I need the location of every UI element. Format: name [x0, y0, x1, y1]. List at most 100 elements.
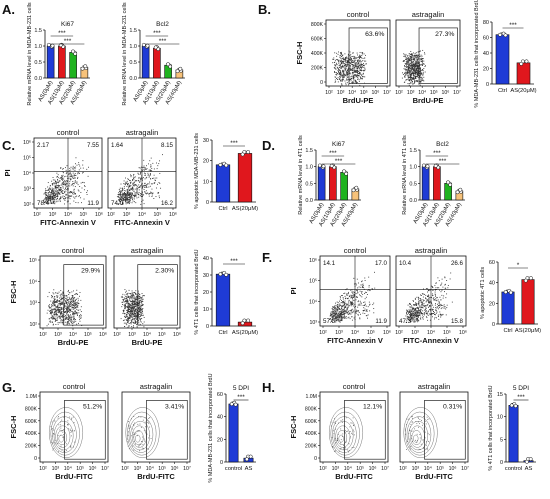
event-dot	[415, 57, 416, 58]
y-axis-label: Relative mRNA level in 4T1 cells	[402, 135, 408, 215]
event-dot	[423, 316, 424, 317]
event-dot	[143, 167, 144, 168]
event-dot	[351, 76, 352, 77]
event-dot	[61, 311, 62, 312]
event-dot	[129, 304, 130, 305]
event-dot	[410, 59, 411, 60]
event-dot	[59, 300, 60, 301]
event-dot	[335, 81, 336, 82]
event-dot	[134, 191, 135, 192]
event-dot	[369, 287, 370, 288]
event-dot	[411, 75, 412, 76]
event-dot	[410, 76, 411, 77]
event-dot	[77, 306, 78, 307]
x-tick-label: 10²	[113, 332, 121, 338]
event-dot	[129, 307, 130, 308]
event-dot	[73, 309, 74, 310]
event-dot	[67, 297, 68, 298]
y-tick-label: 20	[489, 301, 495, 307]
event-dot	[66, 303, 67, 304]
event-dot	[342, 70, 343, 71]
event-dot	[341, 320, 342, 321]
event-dot	[411, 305, 412, 306]
event-dot	[419, 303, 420, 304]
event-dot	[132, 297, 133, 298]
event-dot	[355, 63, 356, 64]
event-dot	[146, 169, 147, 170]
event-dot	[356, 62, 357, 63]
event-dot	[66, 172, 67, 173]
event-dot	[75, 302, 76, 303]
event-dot	[342, 305, 343, 306]
event-dot	[78, 202, 79, 203]
bar	[341, 172, 348, 200]
event-dot	[141, 298, 142, 299]
event-dot	[419, 315, 420, 316]
event-dot	[404, 76, 405, 77]
event-dot	[126, 316, 127, 317]
event-dot	[152, 193, 153, 194]
event-dot	[423, 297, 424, 298]
event-dot	[346, 309, 347, 310]
event-dot	[355, 62, 356, 63]
event-dot	[52, 315, 53, 316]
event-dot	[344, 59, 345, 60]
event-dot	[415, 68, 416, 69]
event-dot	[421, 305, 422, 306]
event-dot	[72, 311, 73, 312]
event-dot	[412, 308, 413, 309]
event-dot	[337, 306, 338, 307]
event-dot	[440, 306, 441, 307]
event-dot	[361, 303, 362, 304]
x-tick-label: 10⁶	[169, 212, 177, 218]
event-dot	[142, 187, 143, 188]
event-dot	[433, 297, 434, 298]
event-dot	[361, 293, 362, 294]
event-dot	[402, 72, 403, 73]
event-dot	[152, 163, 153, 164]
event-dot	[66, 318, 67, 319]
event-dot	[140, 178, 141, 179]
event-dot	[62, 309, 63, 310]
event-dot	[413, 83, 414, 84]
event-dot	[134, 177, 135, 178]
event-dot	[408, 68, 409, 69]
event-dot	[344, 304, 345, 305]
event-dot	[150, 164, 151, 165]
event-dot	[133, 294, 134, 295]
event-dot	[67, 310, 68, 311]
event-dot	[57, 296, 58, 297]
event-dot	[341, 79, 342, 80]
event-dot	[412, 320, 413, 321]
event-dot	[60, 305, 61, 306]
plot-title: astragalin	[131, 246, 164, 255]
event-dot	[65, 298, 66, 299]
event-dot	[85, 186, 86, 187]
event-dot	[345, 306, 346, 307]
event-dot	[334, 306, 335, 307]
event-dot	[62, 179, 63, 180]
event-dot	[59, 312, 60, 313]
event-dot	[418, 320, 419, 321]
y-tick-label: 0.5	[305, 181, 313, 187]
event-dot	[418, 304, 419, 305]
event-dot	[66, 302, 67, 303]
event-dot	[50, 189, 51, 190]
event-dot	[80, 168, 81, 169]
event-dot	[73, 305, 74, 306]
event-dot	[345, 69, 346, 70]
event-dot	[142, 195, 143, 196]
event-dot	[424, 294, 425, 295]
event-dot	[131, 308, 132, 309]
data-point	[434, 164, 437, 167]
event-dot	[63, 175, 64, 176]
event-dot	[352, 312, 353, 313]
event-dot	[51, 297, 52, 298]
event-dot	[125, 191, 126, 192]
event-dot	[74, 305, 75, 306]
event-dot	[411, 82, 412, 83]
event-dot	[117, 196, 118, 197]
event-dot	[417, 59, 418, 60]
event-dot	[352, 69, 353, 70]
event-dot	[53, 305, 54, 306]
